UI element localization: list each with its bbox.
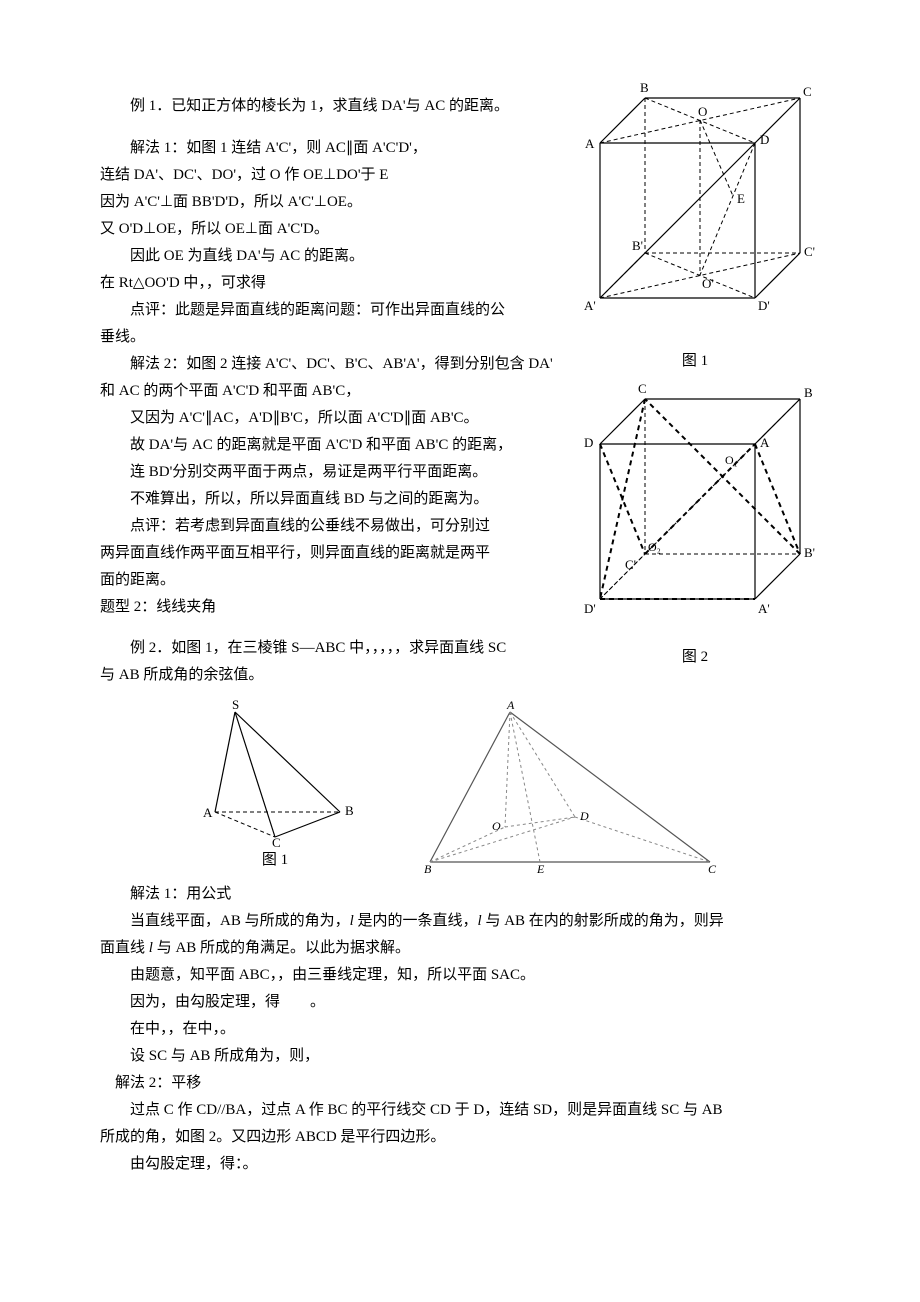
- lbl3-C: C: [708, 862, 717, 876]
- figure-2b-svg: A B C D O E: [410, 697, 730, 877]
- sol1b-line2: 当直线平面，AB 与所成的角为，l 是内的一条直线，l 与 AB 在内的射影所成…: [100, 908, 820, 935]
- figure-1-caption: 图 1: [682, 348, 708, 375]
- sol1b-line1: 解法 1：用公式: [100, 881, 820, 908]
- lbl-Cp: C': [804, 244, 815, 259]
- figure-1b-caption: 图 1: [262, 847, 288, 874]
- lbl3-B: B: [424, 862, 432, 876]
- figure-row: S A B C 图 1 A B C: [180, 697, 820, 877]
- figure-1b-svg: S A B C: [180, 697, 370, 847]
- sol2b-line4: 由勾股定理，得：。: [100, 1151, 820, 1178]
- lbl2-O1: O₁: [725, 453, 738, 467]
- sol2b-line2: 过点 C 作 CD//BA，过点 A 作 BC 的平行线交 CD 于 D，连结 …: [100, 1097, 820, 1124]
- sol1b-line6: 在中，，在中，。: [100, 1016, 820, 1043]
- figure-2-cube: C B D A O₁ O₂ C' B' D' A' 图 2: [570, 379, 820, 671]
- lbl-Ap: A': [584, 298, 596, 313]
- lbl-C2: C: [272, 835, 281, 847]
- sol2b-line1: 解法 2：平移: [100, 1070, 820, 1097]
- lbl2-Bp: B': [804, 545, 815, 560]
- lbl2-Dp: D': [584, 601, 596, 616]
- figure-1-cube: B C A D O E B' C' A' D' O' 图 1: [570, 78, 820, 375]
- lbl2-Cp: C': [625, 557, 636, 572]
- sol2b-line3: 所成的角，如图 2。又四边形 ABCD 是平行四边形。: [100, 1124, 820, 1151]
- sol1b-line7: 设 SC 与 AB 所成角为，则，: [100, 1043, 820, 1070]
- lbl-B2: B: [345, 803, 354, 818]
- lbl3-O: O: [492, 819, 501, 833]
- figure-1b-tetra: S A B C 图 1: [180, 697, 370, 877]
- lbl-Dp: D': [758, 298, 770, 313]
- lbl2-C: C: [638, 381, 647, 396]
- lbl-S: S: [232, 697, 239, 712]
- lbl3-E: E: [536, 862, 545, 876]
- lbl-C: C: [803, 84, 812, 99]
- sol1b-line5: 因为，由勾股定理，得 。: [100, 989, 820, 1016]
- sol1b-line4: 由题意，知平面 ABC，，由三垂线定理，知，所以平面 SAC。: [100, 962, 820, 989]
- figure-2-svg: C B D A O₁ O₂ C' B' D' A': [570, 379, 820, 644]
- sol1b-line3: 面直线 l 与 AB 所成的角满足。以此为据求解。: [100, 935, 820, 962]
- lbl2-A: A: [760, 435, 770, 450]
- lbl-A: A: [585, 136, 595, 151]
- lbl-B: B: [640, 80, 649, 95]
- figure-2-caption: 图 2: [682, 644, 708, 671]
- lbl-Op: O': [702, 276, 714, 291]
- lbl-D: D: [760, 132, 769, 147]
- lbl-Bp: B': [632, 238, 643, 253]
- lbl2-B: B: [804, 385, 813, 400]
- lbl-E: E: [737, 191, 745, 206]
- lbl3-A: A: [506, 698, 515, 712]
- lbl-A2: A: [203, 805, 213, 820]
- lbl2-D: D: [584, 435, 593, 450]
- figure-2b-triangle: A B C D O E: [410, 697, 730, 877]
- lbl3-D: D: [579, 809, 589, 823]
- lbl2-Ap: A': [758, 601, 770, 616]
- lbl-O: O: [698, 104, 707, 119]
- figure-1-svg: B C A D O E B' C' A' D' O': [570, 78, 820, 348]
- lbl2-O2: O₂: [648, 540, 661, 554]
